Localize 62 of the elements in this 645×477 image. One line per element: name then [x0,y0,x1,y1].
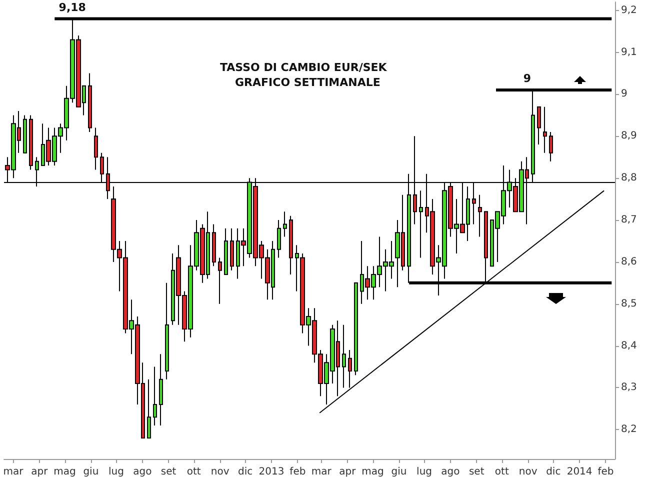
y-tick-label: 8,7 [621,214,637,226]
candlestick [218,257,222,304]
x-tick-label: 2013 [258,466,284,477]
candlestick [224,228,228,276]
candlestick [230,228,234,271]
candlestick [94,127,98,170]
x-tick-label: 2014 [566,466,592,477]
candlestick [348,349,352,388]
candlestick [478,194,482,238]
x-tick-label: nov [518,466,538,477]
x-tick-label: lug [416,466,432,477]
x-tick-label: feb [290,466,306,477]
candlestick [354,282,358,376]
candlestick [537,106,541,146]
x-tick-label: mar [3,466,24,477]
y-tick-label: 9 [621,88,628,100]
candlestick [549,131,553,162]
candlestick [165,282,169,380]
x-tick-label: nov [210,466,230,477]
x-tick-label: mar [311,466,332,477]
candlestick [342,324,346,388]
text: TASSO DI CAMBIO EUR/SEK [220,61,388,74]
y-tick-label: 9,2 [621,4,637,16]
x-tick-label: ago [133,466,152,477]
candlestick [29,114,33,170]
candlestick [23,114,27,154]
candlestick [283,211,287,238]
y-tick-label: 8,9 [621,130,637,142]
y-tick-label: 8,3 [621,382,637,394]
x-tick-label: ago [441,466,460,477]
y-tick-label: 8,6 [621,256,637,268]
candlestick [147,378,151,439]
x-tick-label: dic [546,466,561,477]
x-tick-label: feb [598,466,614,477]
x-tick-label: apr [31,466,49,477]
annotation: 9 [523,72,532,86]
x-tick-label: ott [186,466,201,477]
x-tick-label: lug [108,466,124,477]
x-tick-label: giu [83,466,99,477]
candlestick [277,220,281,258]
y-tick-label: 8,2 [621,424,637,436]
text: GRAFICO SETTIMANALE [235,76,380,89]
x-tick-label: set [160,466,176,477]
y-tick-label: 9,1 [621,46,637,58]
x-tick-label: dic [238,466,253,477]
y-tick-label: 8,4 [621,340,637,352]
x-tick-label: mag [54,466,76,477]
candlestick [419,190,423,258]
candlestick [159,354,163,426]
x-tick-label: apr [339,466,357,477]
x-tick-label: giu [391,466,407,477]
x-tick-label: set [468,466,484,477]
x-tick-label: mag [362,466,384,477]
x-tick-label: ott [494,466,509,477]
y-tick-label: 8,8 [621,172,637,184]
y-tick-label: 8,5 [621,298,637,310]
candlestick [153,366,157,426]
candlestick [212,224,216,267]
candlestick [88,72,92,132]
annotation: 9,18 [58,0,86,14]
candlestick [289,215,293,276]
candlestick [543,106,547,154]
